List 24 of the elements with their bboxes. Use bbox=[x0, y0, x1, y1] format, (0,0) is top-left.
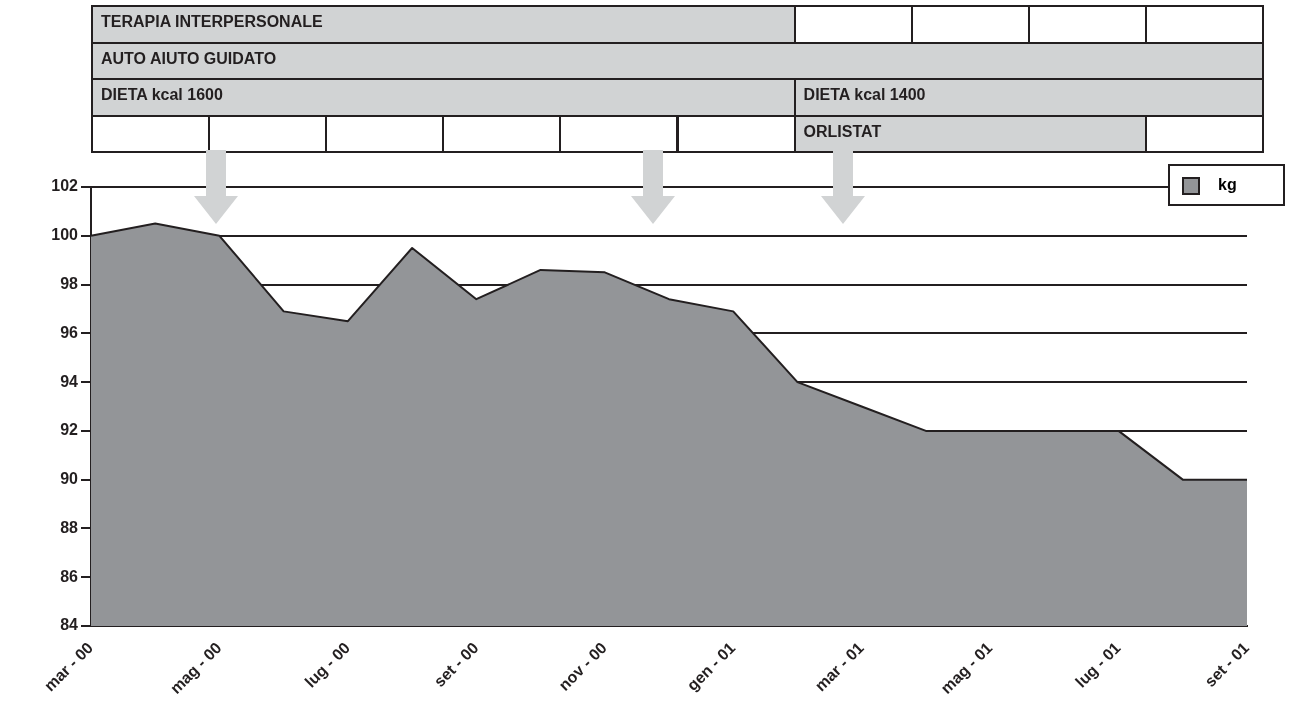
x-tick-label: set - 00 bbox=[430, 638, 482, 691]
text: TERAPIA INTERPERSONALE bbox=[91, 5, 796, 44]
x-tick-label: mar - 00 bbox=[40, 638, 97, 695]
y-tick-label: 84 bbox=[60, 616, 79, 634]
y-tick-label: 98 bbox=[60, 274, 79, 292]
x-tick-label: set - 01 bbox=[1201, 638, 1253, 691]
y-tick-label: 102 bbox=[51, 177, 79, 195]
y-tick-label: 92 bbox=[60, 421, 79, 439]
y-tick-label: 88 bbox=[60, 518, 79, 536]
x-tick-label: lug - 01 bbox=[1072, 638, 1124, 691]
legend-label: kg bbox=[1218, 176, 1237, 194]
x-tick-label: mar - 01 bbox=[811, 638, 867, 695]
text: AUTO AIUTO GUIDATO bbox=[91, 41, 1264, 80]
text: DIETA kcal 1400 bbox=[793, 78, 1264, 117]
x-tick-label: gen - 01 bbox=[683, 638, 739, 694]
y-tick-label: 94 bbox=[60, 372, 79, 390]
y-tick-label: 90 bbox=[60, 470, 79, 488]
text: DIETA kcal 1600 bbox=[91, 78, 796, 117]
text: ORLISTAT bbox=[793, 114, 1147, 153]
x-tick-label: lug - 00 bbox=[301, 638, 354, 691]
x-tick-label: nov - 00 bbox=[555, 638, 611, 694]
y-tick-label: 100 bbox=[51, 226, 79, 244]
y-tick-label: 96 bbox=[60, 323, 79, 341]
y-tick-label: 86 bbox=[60, 567, 79, 585]
